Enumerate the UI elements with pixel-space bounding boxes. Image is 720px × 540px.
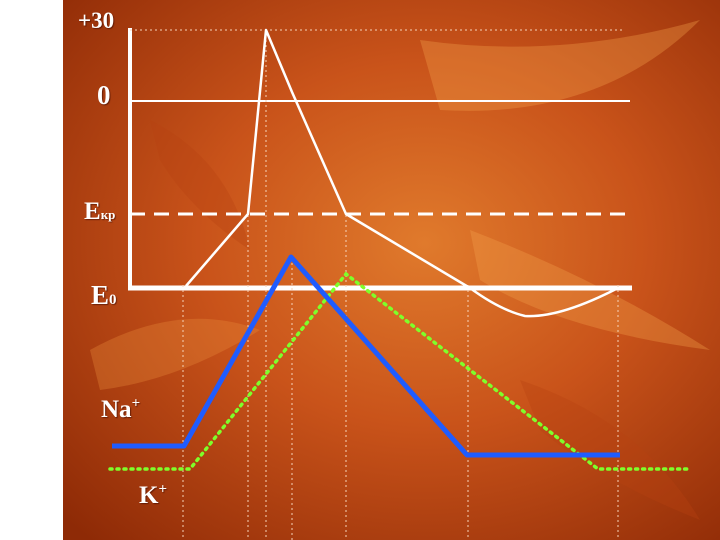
slide-background — [63, 0, 720, 540]
label-zero: 0 — [97, 80, 111, 110]
label-threshold-sub: кр — [100, 207, 116, 222]
label-threshold-main: E — [84, 198, 101, 225]
label-sodium-sup: + — [131, 395, 141, 412]
label-potassium-main: K — [139, 482, 159, 509]
label-sodium-main: Na — [101, 396, 132, 423]
label-resting-sub: 0 — [109, 292, 117, 308]
label-potassium-sup: + — [158, 481, 168, 498]
leaf-decoration — [90, 20, 710, 520]
label-threshold: Eкр — [84, 198, 115, 226]
membrane-potential-curve — [185, 28, 619, 318]
potassium-curve — [108, 271, 690, 471]
label-resting: E0 — [91, 280, 117, 311]
label-plus-30: +30 — [78, 8, 115, 33]
time-guides — [182, 30, 619, 540]
label-sodium: Na+ — [101, 396, 140, 424]
label-potassium: K+ — [139, 482, 167, 510]
label-resting-main: E — [91, 280, 110, 310]
sodium-curve — [112, 254, 620, 458]
